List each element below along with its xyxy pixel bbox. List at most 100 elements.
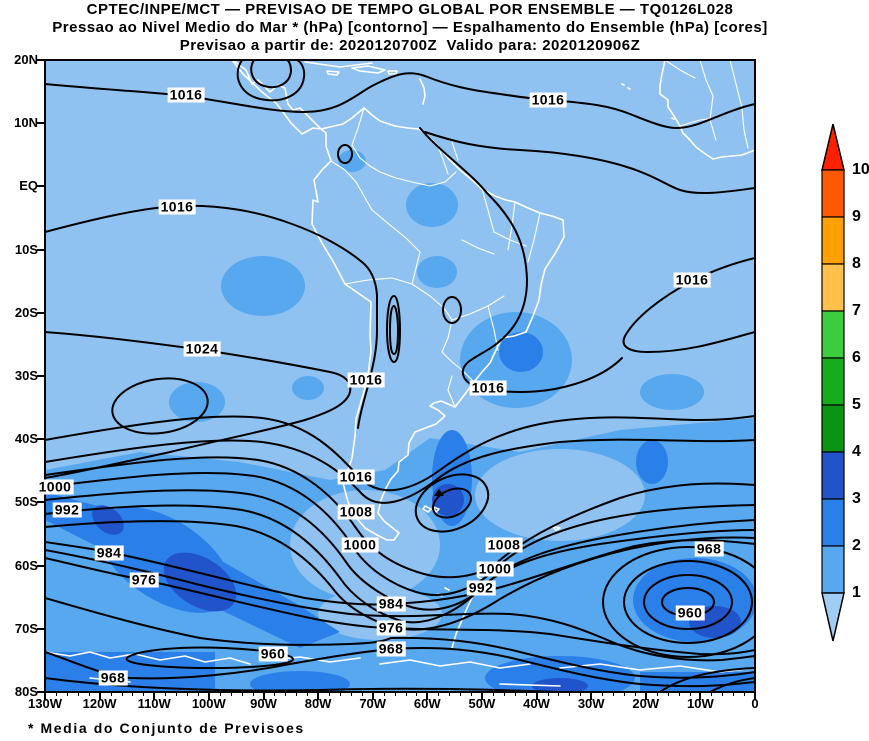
isobar-path — [45, 415, 755, 492]
x-axis-label: 120W — [82, 696, 117, 711]
x-axis-label: 40W — [523, 696, 550, 711]
isobar-value-label: 1016 — [337, 468, 375, 485]
x-axis-minor-tick — [165, 692, 167, 696]
y-axis-label: 50S — [14, 494, 38, 510]
isobar-closed — [602, 546, 755, 658]
colorbar-tick-label: 1 — [852, 584, 861, 601]
colorbar-tick-label: 2 — [852, 537, 861, 554]
x-axis-minor-tick — [547, 692, 549, 696]
africa-coastline — [659, 60, 755, 160]
x-axis-minor-tick — [580, 692, 582, 696]
y-axis-label: 80S — [14, 684, 38, 699]
x-axis-label: 60W — [413, 696, 441, 711]
y-axis-tick — [37, 438, 45, 441]
title-line-3: Previsao a partir de: 2020120700Z Valido… — [179, 37, 641, 54]
isobar-path — [45, 489, 755, 611]
x-axis-minor-tick — [733, 692, 735, 696]
isobar-closed — [111, 377, 209, 435]
isobar-path — [45, 504, 755, 624]
colorbar-segment — [821, 169, 845, 218]
x-axis-minor-tick — [219, 692, 221, 696]
isobar-value-label: 1016 — [167, 86, 205, 103]
x-axis-minor-tick — [66, 692, 68, 696]
x-axis-label: 130W — [28, 696, 62, 711]
isobar-path — [419, 127, 623, 393]
y-axis-label: 20N — [14, 52, 38, 67]
country-borders — [330, 107, 475, 408]
colorbar-tick-label: 6 — [852, 349, 861, 366]
x-axis-minor-tick — [307, 692, 309, 696]
isobar-value-label: 1016 — [529, 91, 567, 108]
x-axis-minor-tick — [722, 692, 724, 696]
y-axis-label: 40S — [14, 431, 38, 447]
x-axis-minor-tick — [602, 692, 604, 696]
x-axis-tick — [371, 692, 374, 700]
isobar-value-label: 1016 — [158, 198, 196, 215]
x-axis-tick — [699, 692, 702, 700]
x-axis-minor-tick — [176, 692, 178, 696]
isobar-closed — [432, 487, 472, 519]
isobar-value-label: 1000 — [341, 536, 379, 553]
x-axis-minor-tick — [623, 692, 625, 696]
y-axis-label: 20S — [14, 304, 38, 320]
colorbar-tick-label: 5 — [852, 396, 861, 413]
x-axis-tick — [317, 692, 320, 700]
isobar-value-label: 1000 — [476, 560, 514, 577]
x-axis-label: 50W — [468, 696, 496, 711]
isobar-value-label: 992 — [466, 579, 496, 596]
isobar-path — [45, 456, 755, 579]
x-axis-minor-tick — [558, 692, 560, 696]
y-axis-label: EQ — [19, 178, 38, 194]
isobar-value-label: 968 — [694, 540, 724, 557]
colorbar-tick-label: 3 — [852, 490, 861, 507]
isobar-value-label: 1008 — [485, 536, 523, 553]
isobar-closed — [442, 296, 462, 324]
y-axis-tick — [37, 185, 45, 188]
isobar-value-label: 1016 — [469, 379, 507, 396]
x-axis-tick — [535, 692, 538, 700]
x-axis-minor-tick — [143, 692, 145, 696]
y-axis-tick — [37, 248, 45, 251]
colorbar-arrow-bottom — [821, 592, 845, 642]
x-axis-label: 30W — [577, 696, 605, 711]
x-axis-label: 10W — [687, 696, 714, 711]
x-axis-minor-tick — [132, 692, 134, 696]
x-axis-minor-tick — [88, 692, 90, 696]
x-axis-minor-tick — [285, 692, 287, 696]
y-axis-label: 10N — [14, 115, 38, 131]
isobar-value-label: 968 — [98, 669, 128, 686]
x-axis-minor-tick — [613, 692, 614, 696]
isobar-value-label: 992 — [52, 501, 82, 518]
isobar-value-label: 1016 — [347, 371, 385, 388]
colorbar-segment — [821, 451, 845, 500]
colorbar-tick-label: 9 — [852, 208, 861, 225]
footer-note: * Media do Conjunto de Previsoes — [28, 720, 305, 736]
isobar-path — [236, 60, 306, 102]
caribbean-islands — [304, 61, 426, 105]
x-axis-tick — [262, 692, 265, 700]
x-axis-minor-tick — [405, 692, 407, 696]
isobar-value-label: 1016 — [673, 271, 711, 288]
x-axis-minor-tick — [492, 692, 494, 696]
isobar-path — [45, 72, 755, 129]
south-america-coastline — [311, 107, 565, 541]
x-axis-minor-tick — [711, 692, 713, 696]
title-line-1: CPTEC/INPE/MCT — PREVISAO DE TEMPO GLOBA… — [86, 1, 734, 18]
isobar-closed — [623, 560, 753, 644]
x-axis-minor-tick — [77, 692, 79, 696]
x-axis-minor-tick — [361, 692, 363, 696]
isobar-value-label: 984 — [94, 544, 124, 561]
x-axis-minor-tick — [350, 692, 352, 696]
y-axis-tick — [37, 627, 45, 630]
colorbar-segment — [821, 357, 845, 406]
x-axis-minor-tick — [514, 692, 516, 696]
x-axis-minor-tick — [252, 692, 254, 696]
cape-verde-islands — [621, 83, 675, 120]
isobar-path — [709, 677, 755, 692]
x-axis-tick — [644, 692, 647, 700]
x-axis-minor-tick — [689, 692, 691, 696]
x-axis-tick — [153, 692, 156, 700]
x-axis-minor-tick — [110, 692, 112, 696]
x-axis-minor-tick — [121, 692, 123, 696]
x-axis-minor-tick — [296, 692, 298, 696]
